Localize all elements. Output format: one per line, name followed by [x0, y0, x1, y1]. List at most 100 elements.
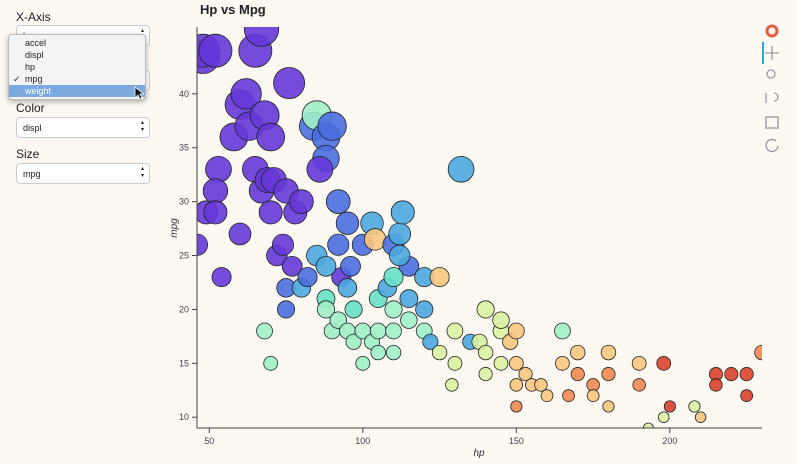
point	[739, 367, 754, 382]
point	[301, 100, 332, 131]
point	[243, 27, 280, 47]
point	[414, 267, 435, 288]
point	[224, 89, 256, 120]
point	[289, 189, 314, 214]
point	[329, 311, 347, 329]
point	[524, 378, 539, 392]
point	[249, 100, 280, 131]
point	[197, 200, 219, 225]
point	[476, 300, 495, 319]
point	[276, 278, 296, 298]
cursor	[134, 86, 144, 100]
point	[462, 333, 479, 350]
point	[663, 400, 676, 413]
save-tool[interactable]	[765, 116, 779, 129]
point	[331, 267, 352, 288]
dropdown-option[interactable]: weight	[9, 85, 145, 97]
point	[327, 233, 350, 256]
dropdown-option[interactable]: hp	[25, 62, 36, 72]
point	[447, 355, 463, 371]
wheel-zoom-tool[interactable]	[765, 92, 779, 103]
point	[363, 228, 387, 251]
chart-title: Hp vs Mpg	[200, 2, 266, 17]
point	[390, 200, 415, 225]
dropdown-option[interactable]: mpg ✓	[13, 74, 43, 84]
point	[312, 144, 340, 173]
point	[477, 344, 494, 361]
point	[234, 111, 264, 141]
point	[197, 233, 209, 256]
point	[709, 378, 723, 392]
point	[602, 400, 615, 413]
y-tick-label: 20	[179, 304, 189, 314]
point	[228, 222, 252, 246]
point	[642, 422, 654, 428]
point	[415, 300, 434, 319]
point	[306, 155, 334, 183]
point	[445, 378, 459, 392]
size-select[interactable]: mpg	[16, 163, 150, 184]
point	[363, 333, 381, 350]
point	[281, 255, 303, 277]
point	[198, 33, 233, 68]
toolbar	[762, 24, 779, 153]
y-tick-label: 25	[179, 251, 189, 261]
point	[502, 333, 519, 350]
point	[415, 322, 433, 340]
point	[431, 344, 448, 361]
check-mark: ✓	[13, 74, 21, 84]
point	[385, 322, 402, 340]
point	[447, 155, 475, 183]
point	[256, 322, 273, 340]
x-axis-label: X-Axis	[16, 10, 51, 24]
point	[562, 389, 575, 403]
point	[203, 200, 228, 225]
point	[205, 155, 232, 183]
point	[492, 311, 510, 329]
point	[540, 389, 554, 403]
point	[508, 355, 524, 371]
point	[256, 122, 286, 152]
point	[398, 255, 420, 277]
dropdown-option[interactable]: accel	[25, 38, 47, 48]
point	[306, 244, 328, 267]
point	[248, 178, 275, 204]
x-axis-title: hp	[473, 448, 485, 459]
point	[271, 233, 294, 256]
point	[283, 200, 308, 225]
point	[422, 333, 439, 350]
x-tick-label: 50	[204, 436, 214, 446]
point	[317, 111, 347, 141]
point	[400, 311, 418, 329]
point	[509, 378, 524, 392]
point	[446, 322, 464, 340]
point	[238, 33, 273, 68]
point	[570, 367, 585, 382]
point	[316, 289, 336, 309]
point	[377, 278, 398, 298]
x-tick-label: 200	[662, 436, 677, 446]
point	[354, 322, 372, 340]
point	[291, 278, 312, 298]
point	[534, 378, 548, 392]
point	[478, 367, 493, 382]
point	[554, 322, 571, 340]
point	[631, 355, 647, 371]
dropdown-option[interactable]: displ	[25, 50, 44, 60]
point	[388, 222, 412, 246]
color-label: Color	[16, 101, 45, 115]
point	[360, 211, 384, 235]
point	[355, 355, 371, 371]
reset-tool[interactable]	[765, 138, 779, 153]
x-tick-label: 150	[509, 436, 524, 446]
point	[399, 289, 419, 309]
point	[600, 344, 617, 361]
point	[260, 167, 287, 194]
dropdown-list: accel displ hp mpg ✓ weight	[8, 34, 146, 100]
color-select[interactable]: displ	[16, 117, 150, 138]
x-tick-label: 100	[355, 436, 370, 446]
point	[694, 411, 707, 423]
pan-tool[interactable]	[765, 46, 779, 60]
zoom-tool[interactable]	[766, 69, 776, 79]
